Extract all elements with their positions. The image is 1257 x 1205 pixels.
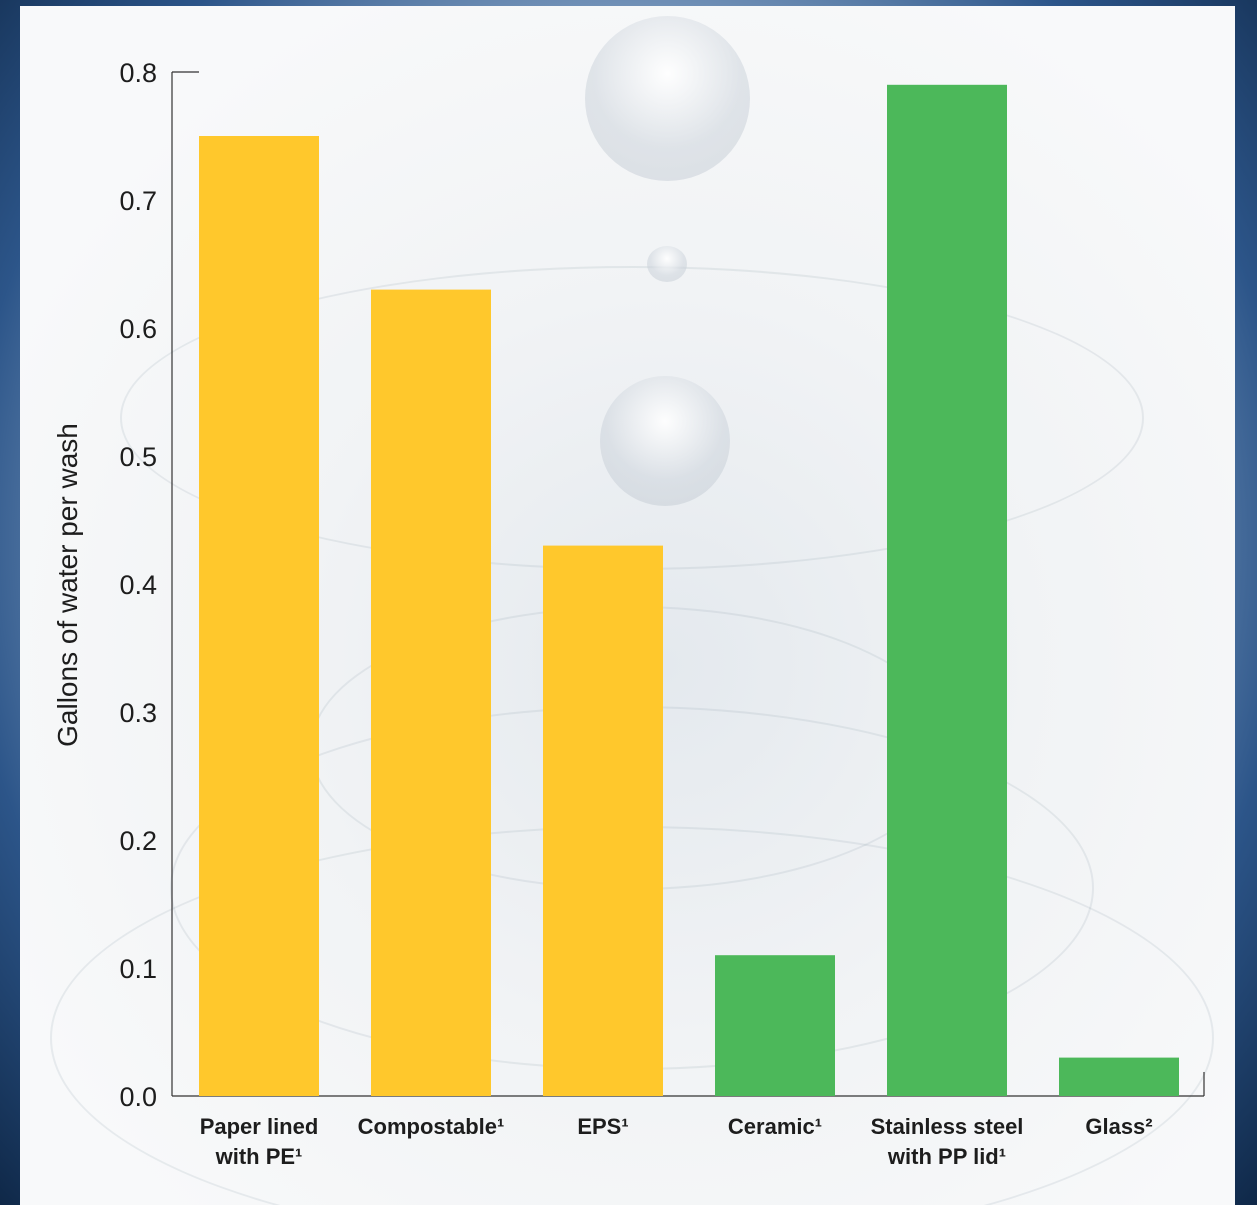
bar — [371, 289, 491, 1097]
water-drop — [585, 16, 750, 181]
x-category-label: Stainless steel — [871, 1114, 1024, 1139]
y-tick-label: 0.6 — [119, 314, 157, 344]
y-tick-labels: 0.0 0.1 0.2 0.3 0.4 0.5 0.6 0.7 0.8 — [119, 58, 157, 1112]
y-tick-label: 0.3 — [119, 698, 157, 728]
y-axis-label: Gallons of water per wash — [52, 423, 83, 747]
x-category-label: with PE¹ — [215, 1144, 303, 1169]
y-tick-label: 0.0 — [119, 1082, 157, 1112]
y-tick-label: 0.8 — [119, 58, 157, 88]
x-category-label: Paper lined — [200, 1114, 319, 1139]
bar — [715, 955, 835, 1096]
bar — [543, 545, 663, 1096]
x-category-label: with PP lid¹ — [887, 1144, 1006, 1169]
y-tick-label: 0.4 — [119, 570, 157, 600]
bar — [199, 136, 319, 1096]
x-category-label: EPS¹ — [577, 1114, 628, 1139]
chart-bars — [199, 84, 1179, 1097]
x-category-label: Ceramic¹ — [728, 1114, 822, 1139]
x-category-labels: Paper lined with PE¹ Compostable¹ EPS¹ Ceram… — [200, 1114, 1153, 1169]
y-tick-label: 0.5 — [119, 442, 157, 472]
y-tick-label: 0.2 — [119, 826, 157, 856]
y-tick-label: 0.1 — [119, 954, 157, 984]
chart-axes — [171, 71, 1205, 1097]
x-category-label: Compostable¹ — [358, 1114, 505, 1139]
water-drop — [647, 246, 687, 282]
y-tick-label: 0.7 — [119, 186, 157, 216]
x-category-label: Glass² — [1085, 1114, 1152, 1139]
bar — [887, 84, 1007, 1097]
bar — [1059, 1057, 1179, 1096]
water-drop — [600, 376, 730, 506]
